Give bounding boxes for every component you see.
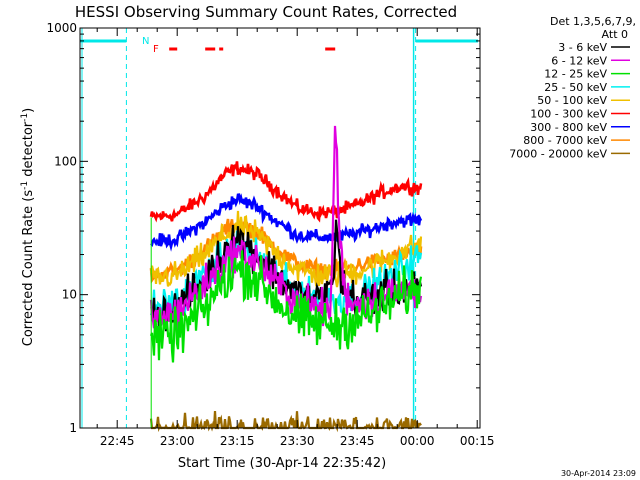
legend-entry-label: 12 - 25 keV [544,68,607,81]
legend-header-line-2: Att 0 [602,28,628,41]
series-line-7 [149,250,423,363]
flag-label-flare: F [153,44,159,55]
legend-entry-label: 300 - 800 keV [530,121,607,134]
series-layer [149,125,423,433]
plot-area [80,28,480,428]
y-axis-label: Corrected Count Rate (s-1 detector-1) [20,108,36,346]
x-tick-label: 22:45 [100,434,135,448]
x-tick-label: 23:00 [160,434,195,448]
y-axis: 1 10 100 1000 [46,21,480,435]
flag-label-night: N [142,36,149,47]
y-tick-label: 100 [54,154,77,168]
legend-entry-label: 6 - 12 keV [551,54,607,67]
annotations: NF [80,28,478,428]
y-tick-label: 10 [62,288,77,302]
x-tick-label: 23:15 [220,434,255,448]
y-axis-label-tail: detector [21,121,36,181]
x-tick-label: 00:00 [400,434,435,448]
x-tick-label: 00:15 [460,434,495,448]
series-line-1 [150,193,423,252]
legend-entry-label: 800 - 7000 keV [523,134,607,147]
legend-entry-label: 100 - 300 keV [530,108,607,121]
y-axis-label-sup1: -1 [20,181,30,190]
x-tick-label: 23:45 [340,434,375,448]
chart-title: HESSI Observing Summary Count Rates, Cor… [75,3,457,21]
legend-entry-label: 25 - 50 keV [544,81,607,94]
plot-background [80,28,480,428]
x-axis-label: Start Time (30-Apr-14 22:35:42) [178,456,386,471]
y-axis-label-sup2: -1 [20,113,30,122]
y-tick-label: 1000 [46,21,77,35]
y-axis-label-main: Corrected Count Rate (s [21,190,36,347]
legend-header-line-1: Det 1,3,5,6,7,9, [550,15,636,28]
legend-entry-label: 3 - 6 keV [558,41,607,54]
legend-entry-label: 50 - 100 keV [537,94,607,107]
series-line-0 [149,161,423,223]
plot-frame [79,27,481,429]
plot-border [79,27,481,429]
footer-date: 30-Apr-2014 23:09 [561,469,636,478]
x-axis: 22:45 23:00 23:15 23:30 23:45 00:00 00:15 [96,28,495,448]
x-tick-label: 23:30 [280,434,315,448]
y-tick-label: 1 [69,421,77,435]
y-axis-label-close: ) [21,108,36,113]
legend-entry-label: 7000 - 20000 keV [509,147,607,160]
